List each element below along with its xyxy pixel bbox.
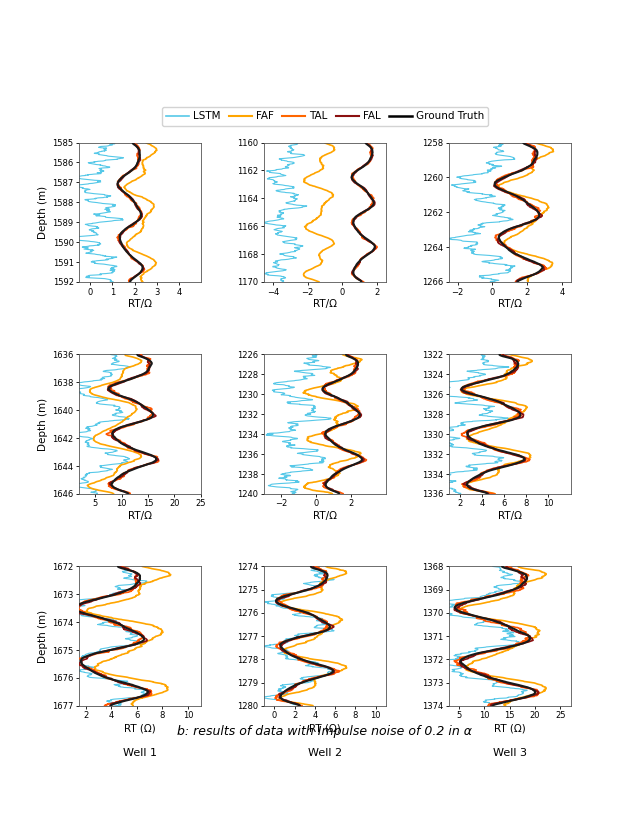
Text: Well 3: Well 3 [493,748,527,758]
Text: b: results of data with Impulse noise of 0.2 in α: b: results of data with Impulse noise of… [178,726,472,738]
Legend: LSTM, FAF, TAL, FAL, Ground Truth: LSTM, FAF, TAL, FAL, Ground Truth [162,108,488,126]
X-axis label: RT/Ω: RT/Ω [498,512,522,522]
Y-axis label: Depth (m): Depth (m) [38,186,48,239]
Text: Well 1: Well 1 [123,748,157,758]
Text: Well 2: Well 2 [308,748,342,758]
X-axis label: RT/Ω: RT/Ω [128,512,152,522]
X-axis label: RT/Ω: RT/Ω [313,299,337,309]
X-axis label: RT/Ω: RT/Ω [498,299,522,309]
X-axis label: RT/Ω: RT/Ω [313,512,337,522]
Y-axis label: Depth (m): Depth (m) [38,397,48,451]
X-axis label: RT (Ω): RT (Ω) [124,723,156,733]
X-axis label: RT/Ω: RT/Ω [128,299,152,309]
Y-axis label: Depth (m): Depth (m) [38,610,48,663]
X-axis label: RT (Ω): RT (Ω) [309,723,341,733]
X-axis label: RT (Ω): RT (Ω) [494,723,526,733]
